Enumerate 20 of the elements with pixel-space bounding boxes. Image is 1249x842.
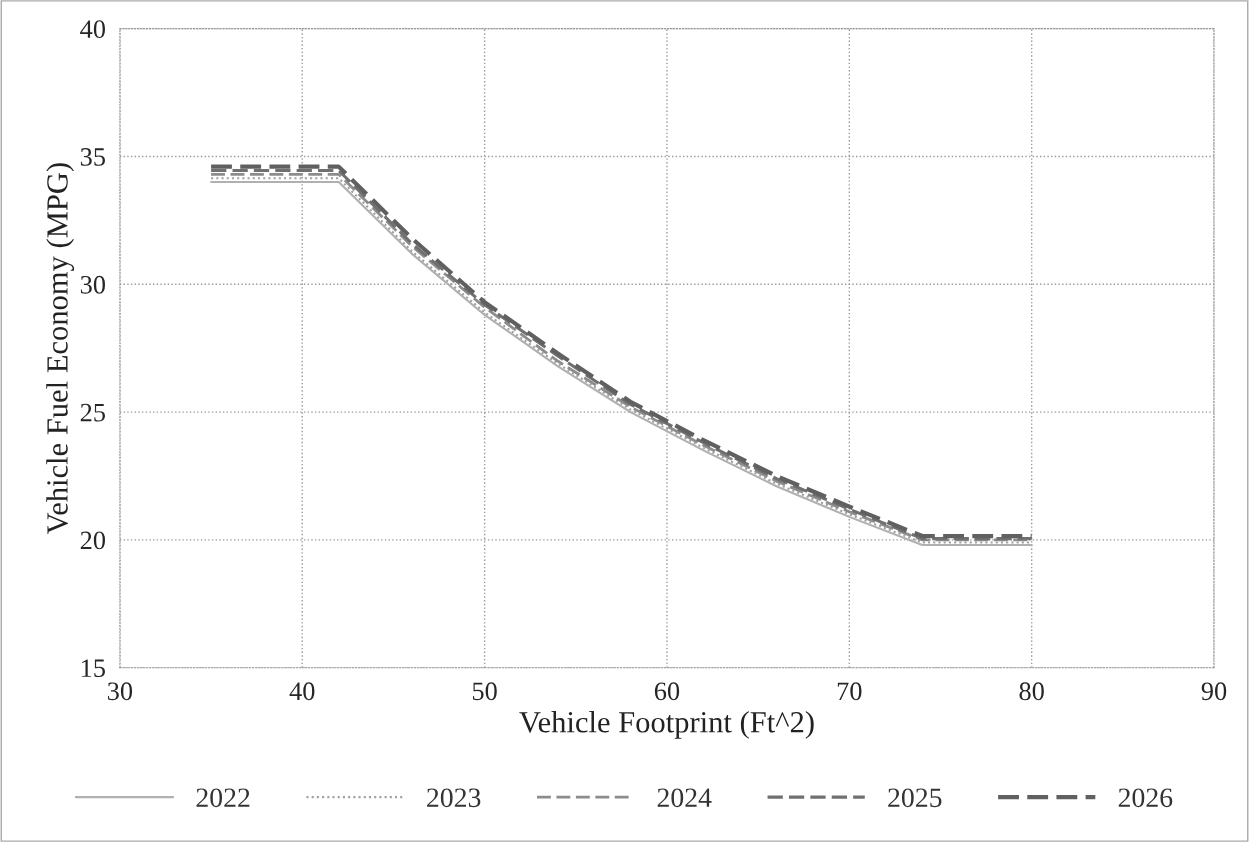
y-tick-label: 35 bbox=[80, 148, 105, 166]
x-tick-label: 50 bbox=[472, 682, 497, 701]
x-tick-label: 90 bbox=[1201, 682, 1227, 701]
y-tick-label: 20 bbox=[80, 531, 106, 550]
legend-label: 2025 bbox=[888, 788, 942, 808]
legend-label: 2022 bbox=[196, 788, 250, 808]
x-tick-label: 30 bbox=[107, 682, 133, 701]
legend-label: 2023 bbox=[427, 788, 481, 808]
y-tick-label: 30 bbox=[80, 275, 106, 294]
legend-label: 2024 bbox=[657, 788, 712, 808]
y-tick-label: 15 bbox=[81, 659, 105, 678]
y-tick-label: 25 bbox=[80, 403, 105, 422]
x-tick-label: 70 bbox=[837, 682, 862, 701]
legend-label: 2026 bbox=[1118, 788, 1173, 808]
x-tick-label: 80 bbox=[1019, 682, 1044, 701]
x-axis-title: Vehicle Footprint (Ft^2) bbox=[519, 711, 814, 739]
y-axis-title: Vehicle Fuel Economy (MPG) bbox=[46, 163, 75, 535]
y-tick-label: 40 bbox=[80, 20, 106, 39]
x-tick-label: 60 bbox=[654, 682, 680, 701]
x-tick-label: 40 bbox=[289, 682, 315, 701]
